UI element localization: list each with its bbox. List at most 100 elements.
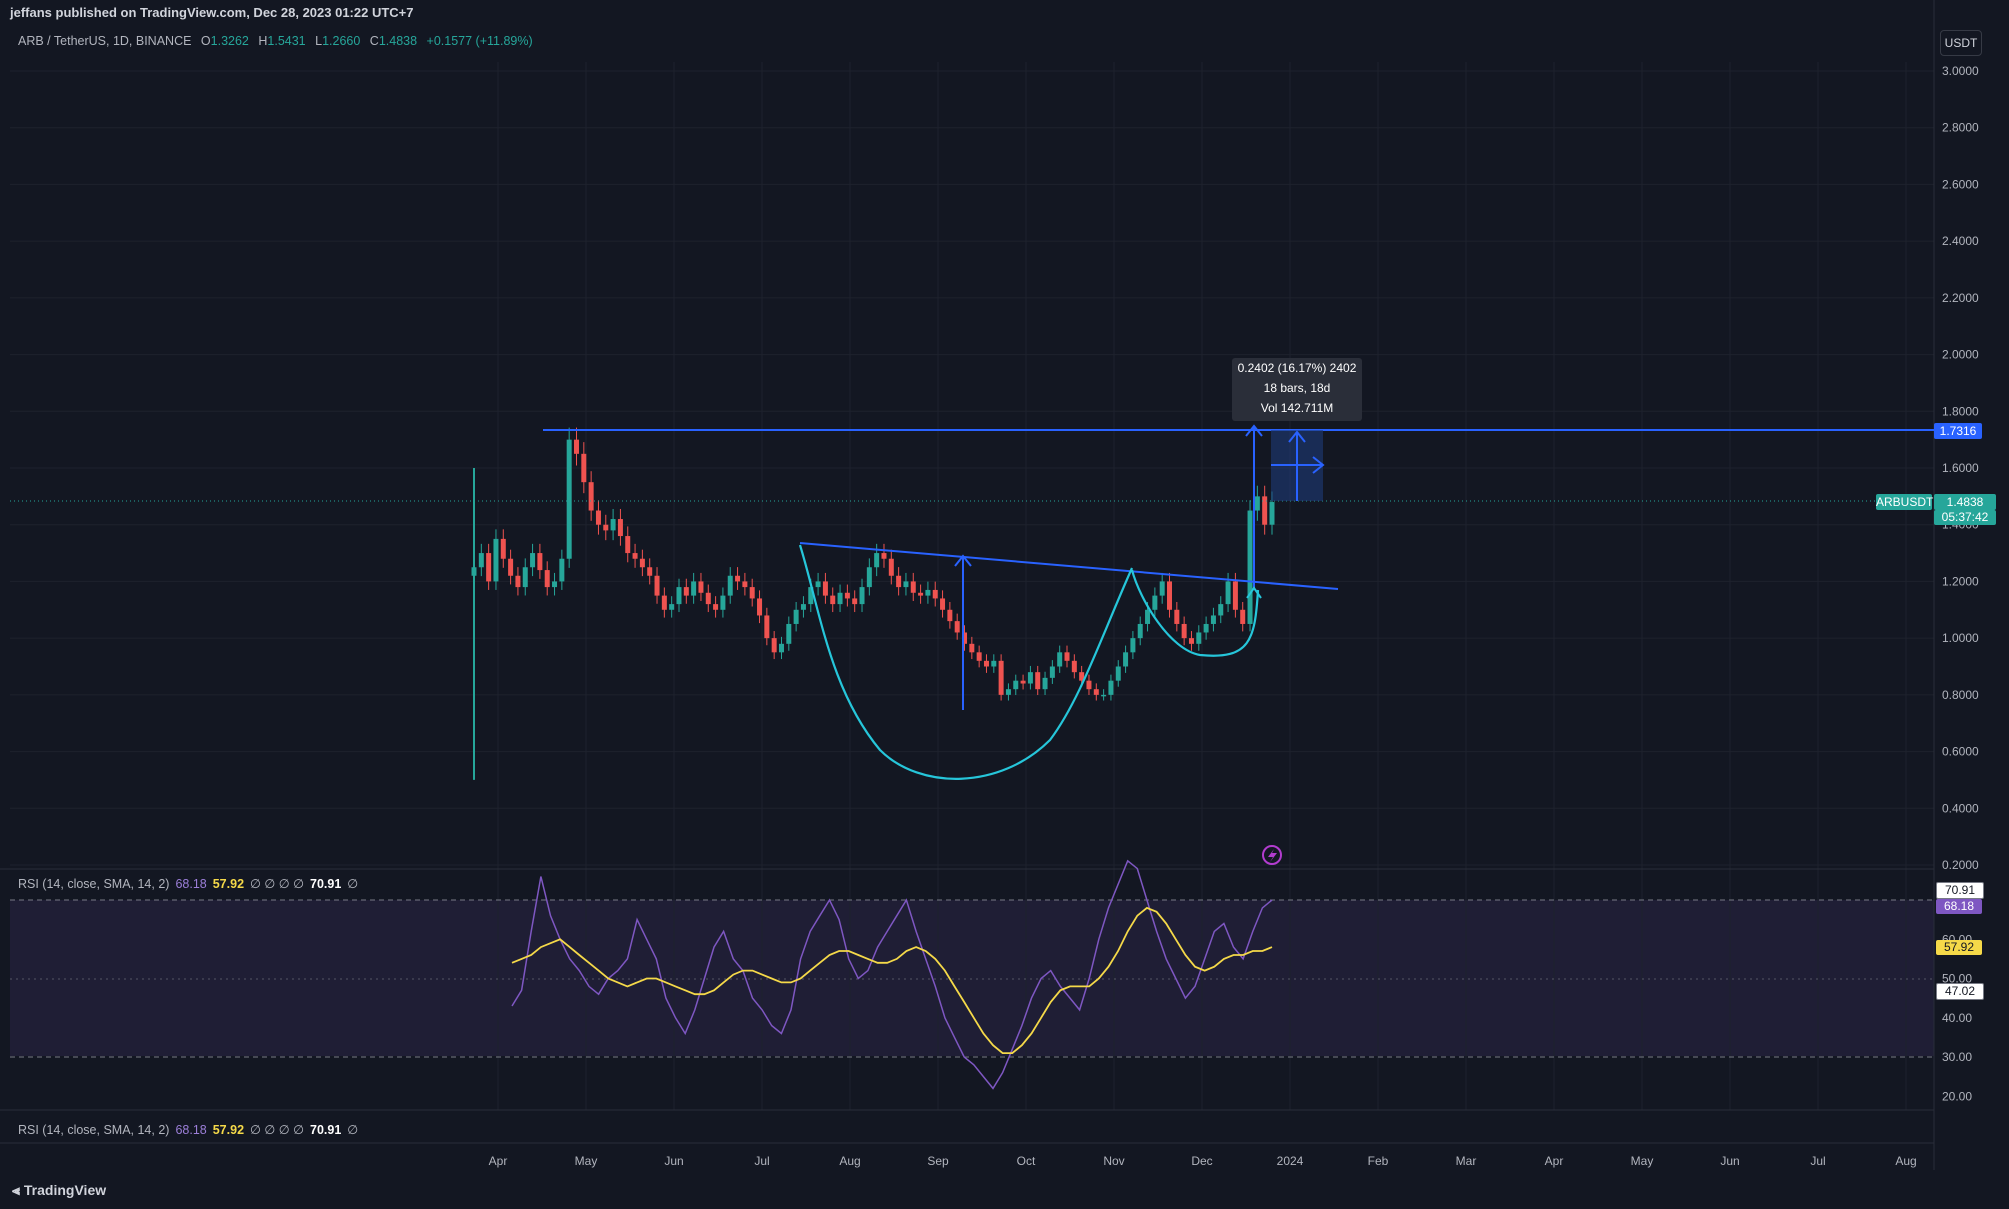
candle-body[interactable] bbox=[1240, 609, 1246, 624]
candle-body[interactable] bbox=[735, 575, 741, 582]
candle-body[interactable] bbox=[1027, 672, 1033, 684]
candle-body[interactable] bbox=[1064, 652, 1070, 661]
rsi-legend-title[interactable]: RSI (14, close, SMA, 14, 2) bbox=[18, 877, 170, 891]
candle-body[interactable] bbox=[866, 567, 872, 588]
candle-body[interactable] bbox=[830, 595, 836, 605]
candle-body[interactable] bbox=[757, 598, 763, 616]
candle-body[interactable] bbox=[976, 652, 982, 661]
candle-body[interactable] bbox=[727, 575, 733, 596]
candle-body[interactable] bbox=[1196, 632, 1202, 644]
candle-body[interactable] bbox=[581, 453, 587, 483]
candle-body[interactable] bbox=[808, 587, 814, 605]
candle-body[interactable] bbox=[720, 595, 726, 610]
candle-body[interactable] bbox=[595, 510, 601, 525]
candle-body[interactable] bbox=[1123, 652, 1129, 667]
candle-body[interactable] bbox=[1262, 496, 1268, 525]
rsi-line[interactable] bbox=[511, 859, 1273, 1090]
candle-body[interactable] bbox=[691, 581, 697, 596]
candle-body[interactable] bbox=[837, 592, 843, 605]
candle-body[interactable] bbox=[1269, 502, 1275, 525]
candle-body[interactable] bbox=[1232, 581, 1238, 610]
candle-body[interactable] bbox=[1042, 677, 1048, 690]
candle-body[interactable] bbox=[617, 519, 623, 537]
candle-body[interactable] bbox=[683, 587, 689, 596]
candle-body[interactable] bbox=[947, 609, 953, 622]
candle-body[interactable] bbox=[1115, 666, 1121, 681]
candle-body[interactable] bbox=[500, 538, 506, 559]
candle-body[interactable] bbox=[698, 581, 704, 593]
candle-body[interactable] bbox=[508, 558, 514, 576]
price-axis[interactable]: 3.0000 2.8000 2.6000 2.4000 2.2000 2.0000 1.80… bbox=[1942, 64, 1979, 872]
candle-body[interactable] bbox=[1210, 615, 1216, 624]
candle-body[interactable] bbox=[478, 553, 484, 568]
candle-body[interactable] bbox=[793, 609, 799, 624]
neckline-trendline[interactable] bbox=[799, 542, 1339, 590]
candle-body[interactable] bbox=[764, 615, 770, 639]
rsi-lines[interactable] bbox=[511, 859, 1273, 1090]
candle-body[interactable] bbox=[1013, 680, 1019, 690]
candle-body[interactable] bbox=[1137, 623, 1143, 639]
candle-body[interactable] bbox=[742, 581, 748, 588]
candle-body[interactable] bbox=[888, 558, 894, 576]
candle-body[interactable] bbox=[713, 604, 719, 610]
candle-body[interactable] bbox=[1225, 581, 1231, 605]
candle-body[interactable] bbox=[1108, 680, 1114, 695]
candle-body[interactable] bbox=[859, 587, 865, 605]
candle-body[interactable] bbox=[998, 660, 1004, 695]
candle-body[interactable] bbox=[486, 553, 492, 582]
currency-button[interactable]: USDT bbox=[1940, 30, 1982, 56]
candle-body[interactable] bbox=[800, 604, 806, 610]
candle-body[interactable] bbox=[815, 581, 821, 588]
symbol-name[interactable]: ARB / TetherUS, 1D, BINANCE bbox=[18, 34, 192, 48]
candle-body[interactable] bbox=[603, 524, 609, 531]
candle-body[interactable] bbox=[1181, 623, 1187, 639]
price-pane[interactable] bbox=[10, 62, 1934, 868]
rsi-legend-title-2[interactable]: RSI (14, close, SMA, 14, 2) bbox=[18, 1123, 170, 1137]
candle-body[interactable] bbox=[1152, 595, 1158, 610]
candle-body[interactable] bbox=[910, 581, 916, 593]
candle-body[interactable] bbox=[778, 643, 784, 653]
candle-body[interactable] bbox=[610, 519, 616, 531]
flash-icon[interactable] bbox=[1262, 845, 1282, 865]
candle-body[interactable] bbox=[1035, 672, 1041, 690]
candle-body[interactable] bbox=[1093, 689, 1099, 695]
candle-body[interactable] bbox=[647, 567, 653, 576]
candle-body[interactable] bbox=[991, 660, 997, 667]
candle-body[interactable] bbox=[676, 587, 682, 605]
candle-body[interactable] bbox=[918, 592, 924, 596]
candle-body[interactable] bbox=[1203, 623, 1209, 633]
candle-body[interactable] bbox=[1145, 609, 1151, 624]
candle-body[interactable] bbox=[1101, 694, 1107, 697]
candle-body[interactable] bbox=[881, 553, 887, 559]
candle-body[interactable] bbox=[852, 598, 858, 605]
candle-body[interactable] bbox=[749, 587, 755, 599]
candle-body[interactable] bbox=[654, 575, 660, 596]
candle-body[interactable] bbox=[969, 643, 975, 653]
candle-body[interactable] bbox=[566, 439, 572, 559]
candle-body[interactable] bbox=[1130, 638, 1136, 653]
candle-body[interactable] bbox=[925, 589, 931, 596]
tradingview-logo[interactable]: ⫷ TradingView bbox=[12, 1182, 106, 1199]
candle-body[interactable] bbox=[515, 575, 521, 588]
candle-body[interactable] bbox=[588, 482, 594, 511]
candle-body[interactable] bbox=[705, 592, 711, 605]
candle-body[interactable] bbox=[530, 553, 536, 568]
candle-body[interactable] bbox=[573, 439, 579, 454]
handle-curve[interactable] bbox=[1130, 569, 1260, 657]
candle-body[interactable] bbox=[669, 604, 675, 610]
candle-body[interactable] bbox=[1005, 689, 1011, 695]
candle-body[interactable] bbox=[954, 621, 960, 633]
candle-body[interactable] bbox=[1057, 652, 1063, 667]
candle-body[interactable] bbox=[559, 558, 565, 582]
candle-body[interactable] bbox=[874, 553, 880, 568]
candle-body[interactable] bbox=[1188, 638, 1194, 644]
candle-body[interactable] bbox=[940, 598, 946, 610]
candle-body[interactable] bbox=[786, 623, 792, 644]
cup-curve[interactable] bbox=[798, 544, 1134, 780]
candle-body[interactable] bbox=[771, 638, 777, 653]
candle-body[interactable] bbox=[932, 589, 938, 599]
candle-body[interactable] bbox=[1071, 660, 1077, 673]
candle-body[interactable] bbox=[903, 581, 909, 588]
candle-body[interactable] bbox=[639, 558, 645, 568]
candle-body[interactable] bbox=[661, 595, 667, 610]
